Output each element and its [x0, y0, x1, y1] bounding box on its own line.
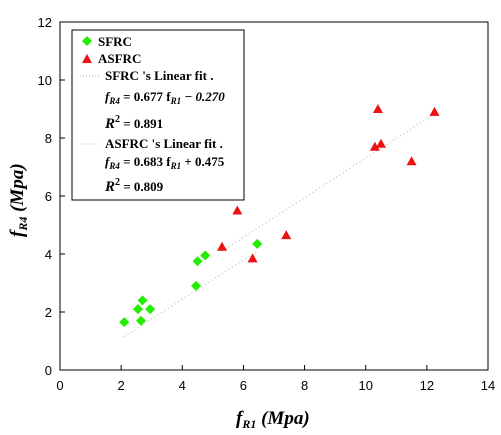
sfrc-point: [137, 295, 148, 306]
legend-sfrc-equation: fR4 = 0.677 fR1 − 0.270: [105, 89, 225, 106]
x-axis-title: fR1 (Mpa): [236, 408, 310, 431]
sfrc-point: [192, 256, 203, 267]
sfrc-point: [132, 304, 143, 315]
x-tick-label: 4: [179, 378, 186, 393]
legend-sfrc-r2: R2 = 0.891: [104, 114, 163, 132]
sfrc-point: [252, 238, 263, 249]
asfrc-point: [369, 141, 380, 151]
sfrc-fit-line: [123, 250, 258, 338]
legend-sfrc-label: SFRC: [98, 34, 132, 49]
sfrc-point: [145, 304, 156, 315]
sfrc-point: [136, 315, 147, 326]
sfrc-point: [191, 280, 202, 291]
y-tick-label: 4: [45, 247, 52, 262]
asfrc-point: [429, 106, 440, 116]
x-tick-label: 12: [420, 378, 434, 393]
y-tick-label: 12: [38, 15, 52, 30]
legend-sfrc-marker: [82, 36, 92, 46]
y-tick-label: 10: [38, 73, 52, 88]
y-tick-label: 0: [45, 363, 52, 378]
y-tick-label: 6: [45, 189, 52, 204]
x-tick-label: 14: [481, 378, 495, 393]
legend-sfrc-fit-label: SFRC 's Linear fit .: [105, 68, 213, 83]
asfrc-point: [217, 241, 228, 251]
x-tick-label: 6: [240, 378, 247, 393]
legend-asfrc-label: ASFRC: [98, 51, 141, 66]
legend-box: [71, 29, 245, 201]
sfrc-point: [119, 317, 130, 328]
sfrc-point: [200, 250, 211, 261]
legend-asfrc-r2: R2 = 0.809: [104, 177, 164, 195]
y-axis-ticks: 0 2 4 6 8 10 12: [38, 15, 65, 378]
y-tick-label: 8: [45, 131, 52, 146]
y-axis-title: fR4 (Mpa): [7, 163, 30, 237]
x-tick-label: 0: [56, 378, 63, 393]
x-tick-label: 10: [358, 378, 372, 393]
data-points: [119, 104, 440, 328]
legend-asfrc-marker: [82, 54, 92, 63]
asfrc-fit-line: [221, 113, 435, 252]
legend: SFRC ASFRC SFRC 's Linear fit . fR4 = 0.…: [71, 29, 245, 201]
x-axis-ticks: 0 2 4 6 8 10 12 14: [56, 365, 495, 393]
legend-asfrc-equation: fR4 = 0.683 fR1 + 0.475: [105, 154, 225, 171]
asfrc-point: [372, 104, 383, 113]
asfrc-point: [247, 253, 258, 263]
asfrc-point: [232, 205, 243, 215]
x-tick-label: 8: [301, 378, 308, 393]
legend-asfrc-fit-label: ASFRC 's Linear fit .: [105, 136, 223, 151]
y-tick-label: 2: [45, 305, 52, 320]
x-tick-label: 2: [118, 378, 125, 393]
asfrc-point: [376, 138, 386, 148]
asfrc-point: [281, 230, 292, 240]
asfrc-point: [406, 156, 417, 166]
